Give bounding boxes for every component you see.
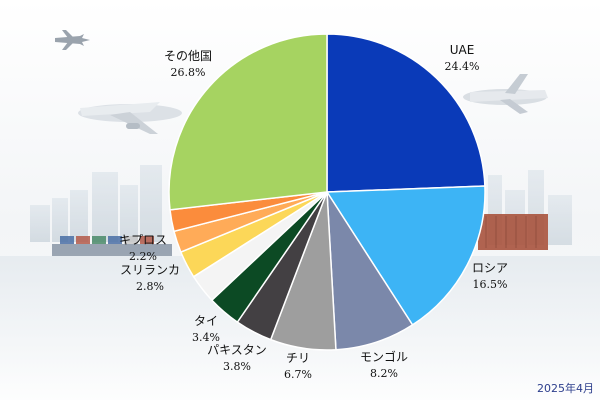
shipping-container [478,214,548,250]
slice-label-name: タイ [194,314,218,328]
slice-label-percent: 8.2% [370,367,398,380]
pie-labels: UAE 24.4% ロシア 16.5% モンゴル 8.2% チリ 6.7% パキスタン 3.8% タ… [119,43,508,381]
pie-slice-UAE [326,33,486,193]
slice-label-percent: 16.5% [473,278,508,291]
slice-label-percent: 26.8% [171,66,206,79]
cargo-ship [52,236,172,256]
slice-label-name: スリランカ [120,263,180,277]
pie-slice-その他国 [168,33,328,211]
pie-slice-ロシア [325,185,486,326]
slice-label-percent: 2.8% [136,280,164,293]
airplane-large-icon [78,102,182,134]
pie-slices [168,33,486,351]
slice-label-percent: 6.7% [284,368,312,381]
slice-label-name: その他国 [164,49,212,63]
slice-label-name: モンゴル [360,349,408,364]
slice-label-percent: 3.8% [223,360,251,373]
slice-label-name: チリ [286,351,310,365]
slice-label-percent: 3.4% [192,331,220,344]
slice-label-name: ロシア [472,261,508,275]
date-label: 2025年4月 [537,382,594,395]
slice-label-name: UAE [450,43,475,57]
airplane-right-icon [463,74,548,114]
slice-label-percent: 24.4% [445,60,480,73]
city-skyline-left [30,165,162,242]
airplane-small-icon [55,30,90,50]
slice-label-name: パキスタン [207,343,267,357]
slice-label-percent: 2.2% [129,250,157,263]
slice-label-name: キプロス [119,233,167,247]
